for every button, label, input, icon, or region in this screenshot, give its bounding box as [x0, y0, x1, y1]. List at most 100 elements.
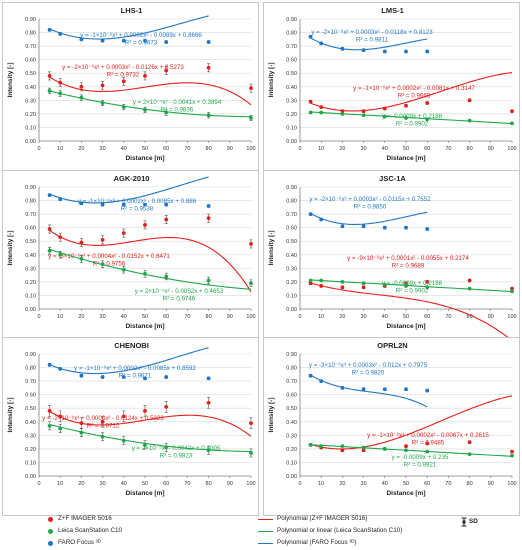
series-zf: [47, 213, 253, 293]
y-tick-label: 0.20: [25, 112, 36, 118]
data-point-leica: [47, 423, 52, 428]
trend-r2-leica: R² = 0.9823: [160, 453, 193, 460]
chart-svg: CHENOBI 0.00 0.10 0.20 0.30 0.40 0.50 0.60 0.70 0…: [7, 341, 256, 497]
data-point-faro: [319, 41, 324, 46]
y-tick-label: 0.80: [25, 366, 36, 372]
trend-r2-leica: R² = 0.9902: [396, 121, 429, 128]
data-point-zf: [425, 101, 430, 105]
legend-leica-points: Leica ScanStation C10: [58, 527, 123, 534]
x-tick-label: 100: [507, 146, 516, 152]
data-point-faro: [319, 379, 324, 384]
y-tick-label: 0.50: [25, 239, 36, 245]
data-point-faro: [361, 224, 366, 229]
y-axis-label: Intensity [-]: [7, 230, 14, 265]
x-axis-label: Distance [m]: [125, 323, 164, 330]
data-point-leica: [121, 267, 126, 272]
y-tick-label: 0.10: [25, 125, 36, 131]
x-tick-label: 50: [403, 314, 409, 320]
data-point-leica: [79, 256, 84, 261]
data-point-faro: [164, 375, 169, 379]
series-zf: [308, 72, 514, 114]
data-point-leica: [382, 114, 387, 119]
data-point-leica: [249, 451, 253, 455]
x-tick-label: 70: [184, 481, 190, 487]
x-tick-label: 100: [507, 481, 516, 487]
y-tick-label: 0.50: [286, 239, 297, 245]
data-point-zf: [121, 231, 126, 235]
data-point-faro: [100, 202, 105, 207]
x-tick-label: 90: [488, 314, 494, 320]
trend-equation-leica: y = 2×10⁻⁵x² - 0.0041x + 0.3894: [133, 99, 222, 106]
data-point-leica: [58, 91, 63, 96]
y-tick-label: 0.10: [286, 460, 297, 466]
data-point-leica: [510, 289, 514, 294]
data-point-zf: [206, 400, 211, 405]
trend-r2-zf: R² = 0.9732: [107, 72, 140, 79]
data-point-faro: [319, 217, 324, 222]
y-tick-label: 0.90: [25, 352, 36, 358]
y-tick-label: 0.00: [286, 139, 297, 145]
data-point-zf: [340, 285, 345, 290]
data-point-faro: [382, 225, 387, 230]
data-point-leica: [58, 252, 63, 257]
data-point-leica: [249, 116, 253, 120]
data-point-leica: [164, 445, 169, 450]
data-point-leica: [100, 101, 105, 105]
data-point-leica: [100, 434, 105, 439]
x-tick-label: 30: [361, 146, 367, 152]
x-tick-label: 90: [488, 146, 494, 152]
trend-r2-zf: R² = 0.9712: [87, 423, 120, 430]
legend-zf-line: [258, 519, 273, 520]
x-tick-label: 70: [445, 146, 451, 152]
data-point-leica: [340, 444, 345, 449]
data-point-leica: [404, 448, 408, 453]
data-point-faro: [58, 32, 63, 36]
chart-svg: LMS-1 0.00 0.10 0.20 0.30 0.40 0.50 0.60 0.70 0.8…: [268, 6, 517, 162]
data-point-leica: [467, 452, 472, 457]
figure-legend: Z+F IMAGER 5016 Leica ScanStation C10 FA…: [0, 505, 522, 550]
x-tick-label: 40: [121, 314, 127, 320]
chart-panel-agk-2010: AGK-2010 0.00 0.10 0.20 0.30 0.40 0.50 0.60 0.70…: [2, 170, 259, 349]
data-point-zf: [164, 404, 169, 409]
y-tick-label: 0.70: [25, 44, 36, 50]
x-tick-label: 0: [37, 314, 40, 320]
data-point-faro: [382, 387, 387, 392]
trend-equation-leica: y = -0.0009x + 0.2188: [382, 280, 443, 287]
y-axis-label: Intensity [-]: [268, 62, 275, 97]
data-point-leica: [206, 278, 211, 283]
data-point-faro: [143, 38, 147, 43]
trend-equation-leica: y = 2×10⁻⁵x² - 0.0042x + 0.4005: [132, 445, 221, 452]
trend-equation-faro: y = -1×10⁻⁶x³ + 0.0002x² - 0.0085x + 0.8…: [78, 198, 197, 205]
data-point-zf: [47, 74, 52, 78]
y-tick-label: 0.90: [286, 185, 297, 191]
data-point-leica: [249, 281, 253, 286]
x-tick-label: 90: [488, 481, 494, 487]
y-tick-label: 0.50: [286, 71, 297, 77]
trend-equation-faro: y = -3×10⁻⁶x³ + 0.0003x² - 0.012x + 0.79…: [309, 362, 428, 369]
trendline-zf: [49, 76, 252, 106]
data-point-leica: [467, 118, 472, 123]
trend-equation-leica: y = 2×10⁻⁵x² - 0.0052x + 0.4653: [135, 288, 224, 295]
series-faro: [47, 15, 211, 44]
y-tick-label: 0.20: [286, 447, 297, 453]
data-point-zf: [425, 441, 430, 446]
data-point-zf: [404, 103, 408, 108]
data-point-zf: [361, 448, 366, 453]
trend-r2-leica: R² = 0.9921: [404, 462, 437, 469]
data-point-leica: [319, 110, 324, 115]
x-tick-label: 60: [163, 481, 169, 487]
x-tick-label: 50: [142, 314, 148, 320]
trend-equation-leica: y = -0.0009x + 0.2188: [382, 113, 443, 120]
x-tick-label: 60: [424, 481, 430, 487]
y-tick-label: 0.20: [286, 112, 297, 118]
data-point-leica: [121, 105, 126, 110]
data-point-leica: [382, 282, 387, 287]
trend-r2-leica: R² = 0.9836: [161, 107, 194, 114]
legend-sd-icon: [461, 517, 467, 527]
x-tick-label: 10: [318, 146, 324, 152]
data-point-leica: [100, 262, 105, 267]
x-tick-label: 40: [382, 146, 388, 152]
y-tick-label: 0.00: [25, 307, 36, 313]
data-point-leica: [319, 278, 324, 283]
